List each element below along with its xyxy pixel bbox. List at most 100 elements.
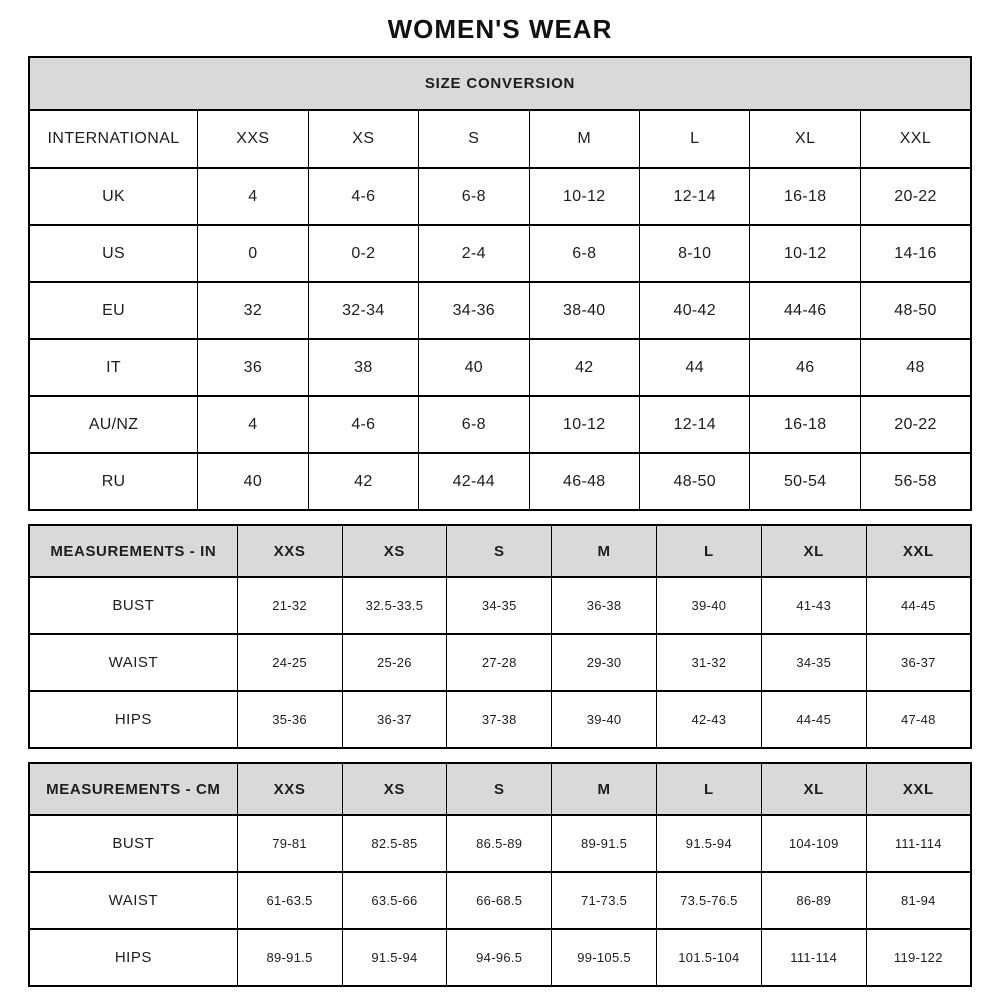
value-cell: 104-109 — [760, 814, 867, 873]
value-cell: 40 — [197, 452, 309, 511]
value-cell: 6-8 — [418, 395, 530, 454]
value-cell: 40-42 — [638, 281, 751, 340]
size-column-header: XL — [760, 762, 867, 816]
size-column-header: XS — [341, 762, 448, 816]
value-cell: 89-91.5 — [236, 928, 343, 987]
size-column-header: XXS — [236, 762, 343, 816]
value-cell: 86.5-89 — [446, 814, 553, 873]
table-row: BUST 79-81 82.5-85 86.5-89 89-91.5 91.5-94 104… — [28, 814, 972, 873]
value-cell: 81-94 — [865, 871, 972, 930]
table-row: US 0 0-2 2-4 6-8 8-10 10-12 14-16 — [28, 224, 972, 283]
row-label: WAIST — [28, 871, 238, 930]
column-header-row: MEASUREMENTS - CM XXS XS S M L XL XXL — [28, 762, 972, 816]
value-cell: 34-35 — [760, 633, 867, 692]
table-row: WAIST 61-63.5 63.5-66 66-68.5 71-73.5 73.5-76… — [28, 871, 972, 930]
table-row: UK 4 4-6 6-8 10-12 12-14 16-18 20-22 — [28, 167, 972, 226]
value-cell: 0-2 — [307, 224, 420, 283]
value-cell: 10-12 — [528, 167, 641, 226]
value-cell: 36-37 — [341, 690, 448, 749]
value-cell: 61-63.5 — [236, 871, 343, 930]
value-cell: 42 — [528, 338, 641, 397]
value-cell: 6-8 — [418, 167, 530, 226]
size-column-header: L — [638, 109, 751, 169]
value-cell: 42 — [307, 452, 420, 511]
value-cell: 82.5-85 — [341, 814, 448, 873]
table-row: IT 36 38 40 42 44 46 48 — [28, 338, 972, 397]
row-label: US — [28, 224, 199, 283]
value-cell: 16-18 — [749, 167, 861, 226]
table-gap — [28, 511, 972, 524]
value-cell: 46 — [749, 338, 861, 397]
value-cell: 39-40 — [551, 690, 657, 749]
row-label: HIPS — [28, 690, 238, 749]
value-cell: 12-14 — [638, 395, 751, 454]
value-cell: 14-16 — [859, 224, 972, 283]
value-cell: 4 — [197, 167, 309, 226]
size-column-header: XS — [307, 109, 420, 169]
value-cell: 50-54 — [749, 452, 861, 511]
value-cell: 86-89 — [760, 871, 867, 930]
value-cell: 44 — [638, 338, 751, 397]
table-row: HIPS 35-36 36-37 37-38 39-40 42-43 44-45 47-48 — [28, 690, 972, 749]
row-label: BUST — [28, 814, 238, 873]
value-cell: 8-10 — [638, 224, 751, 283]
value-cell: 111-114 — [760, 928, 867, 987]
column-header-row: MEASUREMENTS - IN XXS XS S M L XL XXL — [28, 524, 972, 578]
table-title: SIZE CONVERSION — [28, 56, 972, 111]
value-cell: 20-22 — [859, 395, 972, 454]
value-cell: 56-58 — [859, 452, 972, 511]
size-column-header: L — [655, 762, 762, 816]
size-column-header: XL — [760, 524, 867, 578]
value-cell: 29-30 — [551, 633, 657, 692]
value-cell: 35-36 — [236, 690, 343, 749]
row-label: RU — [28, 452, 199, 511]
value-cell: 91.5-94 — [655, 814, 762, 873]
size-column-header: XXS — [197, 109, 309, 169]
value-cell: 2-4 — [418, 224, 530, 283]
size-column-header: XXL — [859, 109, 972, 169]
value-cell: 44-46 — [749, 281, 861, 340]
value-cell: 34-36 — [418, 281, 530, 340]
value-cell: 41-43 — [760, 576, 867, 635]
value-cell: 37-38 — [446, 690, 553, 749]
value-cell: 6-8 — [528, 224, 641, 283]
page-title: WOMEN'S WEAR — [387, 14, 613, 44]
size-column-header: XXL — [865, 524, 972, 578]
value-cell: 38-40 — [528, 281, 641, 340]
value-cell: 71-73.5 — [551, 871, 657, 930]
value-cell: 12-14 — [638, 167, 751, 226]
value-cell: 24-25 — [236, 633, 343, 692]
value-cell: 44-45 — [760, 690, 867, 749]
table-row: BUST 21-32 32.5-33.5 34-35 36-38 39-40 41-43 44… — [28, 576, 972, 635]
value-cell: 10-12 — [749, 224, 861, 283]
row-label-header: INTERNATIONAL — [28, 109, 199, 169]
size-column-header: S — [418, 109, 530, 169]
value-cell: 91.5-94 — [341, 928, 448, 987]
size-column-header: XXL — [865, 762, 972, 816]
value-cell: 0 — [197, 224, 309, 283]
value-cell: 36-38 — [551, 576, 657, 635]
value-cell: 42-43 — [655, 690, 762, 749]
table-title-row: SIZE CONVERSION — [28, 56, 972, 111]
value-cell: 27-28 — [446, 633, 553, 692]
row-label: UK — [28, 167, 199, 226]
value-cell: 4 — [197, 395, 309, 454]
row-label: WAIST — [28, 633, 238, 692]
value-cell: 99-105.5 — [551, 928, 657, 987]
value-cell: 48 — [859, 338, 972, 397]
size-column-header: M — [551, 762, 657, 816]
value-cell: 44-45 — [865, 576, 972, 635]
value-cell: 20-22 — [859, 167, 972, 226]
value-cell: 32 — [197, 281, 309, 340]
value-cell: 4-6 — [307, 167, 420, 226]
table-title: MEASUREMENTS - IN — [28, 524, 238, 578]
value-cell: 47-48 — [865, 690, 972, 749]
value-cell: 46-48 — [528, 452, 641, 511]
size-column-header: M — [551, 524, 657, 578]
value-cell: 119-122 — [865, 928, 972, 987]
measurements-in-table: MEASUREMENTS - IN XXS XS S M L XL XXL BUST 21-32 3… — [28, 524, 972, 749]
table-row: RU 40 42 42-44 46-48 48-50 50-54 56-58 — [28, 452, 972, 511]
table-row: WAIST 24-25 25-26 27-28 29-30 31-32 34-35 36-37 — [28, 633, 972, 692]
row-label: BUST — [28, 576, 238, 635]
